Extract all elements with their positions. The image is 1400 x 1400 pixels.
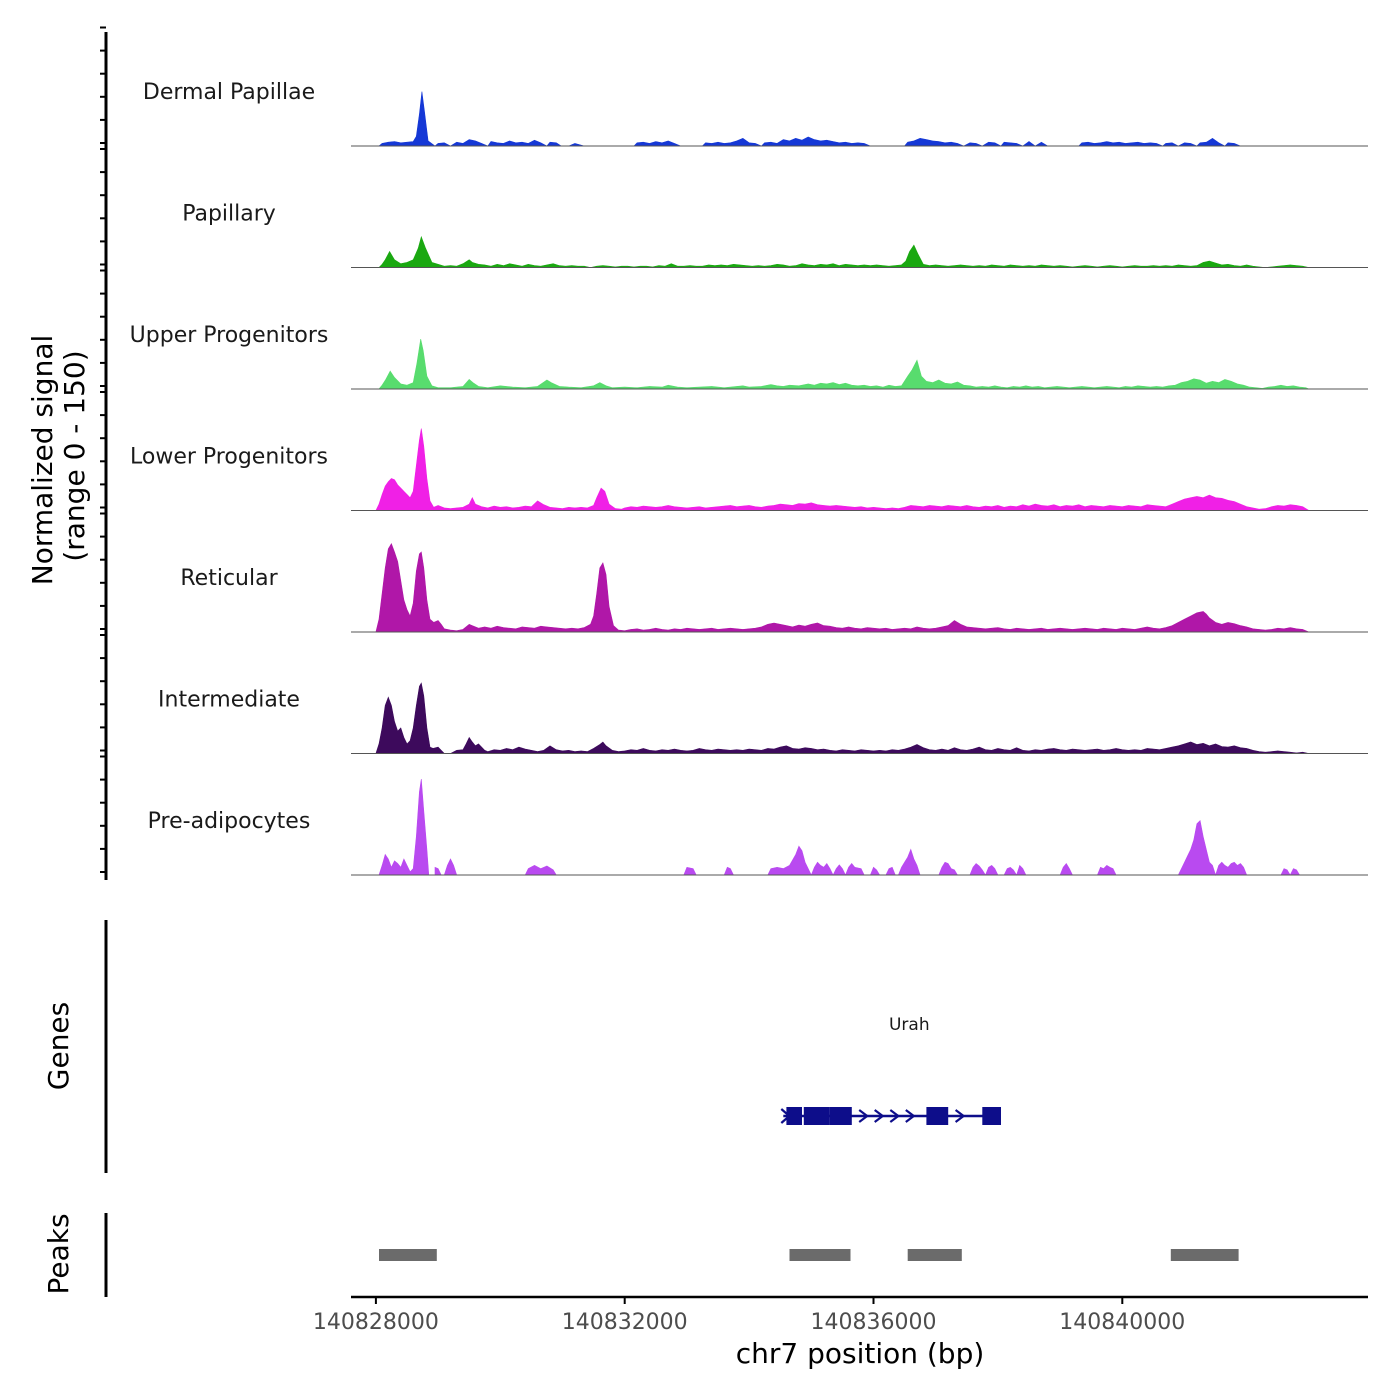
- track-label: Lower Progenitors: [130, 445, 328, 470]
- track-label: Intermediate: [158, 688, 300, 713]
- track-label: Pre-adipocytes: [148, 809, 311, 834]
- track-5: Reticular: [180, 543, 1368, 633]
- track-7: Pre-adipocytes: [148, 778, 1368, 876]
- exon: [786, 1107, 802, 1125]
- peak-region: [789, 1249, 851, 1261]
- x-tick-label: 140836000: [811, 1310, 937, 1335]
- genes-axis-title: Genes: [42, 1002, 75, 1090]
- track-1: Dermal Papillae: [143, 80, 1368, 147]
- peak-regions: [379, 1249, 1239, 1261]
- coverage-area: [375, 682, 1309, 754]
- track-label: Papillary: [182, 202, 276, 227]
- coverage-area: [375, 428, 1310, 511]
- strand-arrow: [905, 1109, 916, 1123]
- coverage-area: [378, 235, 1309, 268]
- x-axis-ticks: 140828000 140832000 140836000 140840000: [313, 1297, 1185, 1335]
- coverage-area: [378, 339, 1310, 390]
- exon: [830, 1107, 852, 1125]
- coverage-y-axis: [100, 26, 108, 880]
- x-tick-label: 140832000: [562, 1310, 688, 1335]
- track-label: Reticular: [180, 566, 278, 591]
- coverage-area: [378, 91, 1247, 147]
- exon: [982, 1107, 1001, 1125]
- y-axis-title-line2: (range 0 - 150): [58, 350, 91, 561]
- peaks-axis-title: Peaks: [42, 1213, 75, 1294]
- strand-arrow: [954, 1109, 966, 1123]
- track-label: Upper Progenitors: [130, 323, 329, 348]
- track-6: Intermediate: [158, 682, 1368, 754]
- exon: [926, 1107, 949, 1125]
- strand-arrow: [858, 1109, 870, 1123]
- peaks-panel: Peaks: [42, 1213, 1239, 1297]
- coverage-area: [375, 543, 1310, 633]
- x-axis-title: chr7 position (bp): [736, 1337, 985, 1370]
- track-3: Upper Progenitors: [130, 323, 1368, 390]
- exon: [803, 1107, 830, 1125]
- track-2: Papillary: [182, 202, 1368, 268]
- x-axis: 140828000 140832000 140836000 140840000 chr…: [313, 1295, 1368, 1370]
- peak-region: [907, 1249, 962, 1261]
- x-tick-label: 140828000: [313, 1310, 439, 1335]
- strand-arrow: [874, 1109, 885, 1123]
- peak-region: [1170, 1249, 1239, 1261]
- x-tick-label: 140840000: [1059, 1310, 1185, 1335]
- gene-name-label: Urah: [889, 1015, 930, 1035]
- coverage-tracks: Dermal Papillae Papillary Upper Progenitor…: [130, 80, 1368, 876]
- gene-model: Urah: [780, 1015, 1001, 1125]
- strand-arrow: [889, 1109, 901, 1123]
- peak-region: [379, 1249, 437, 1261]
- track-4: Lower Progenitors: [130, 428, 1368, 511]
- track-label: Dermal Papillae: [143, 80, 315, 105]
- coverage-area: [378, 778, 1301, 876]
- gene-models: Urah: [780, 1015, 1001, 1125]
- genes-panel: Genes Urah: [42, 920, 1001, 1173]
- y-axis-title-line1: Normalized signal: [26, 335, 59, 586]
